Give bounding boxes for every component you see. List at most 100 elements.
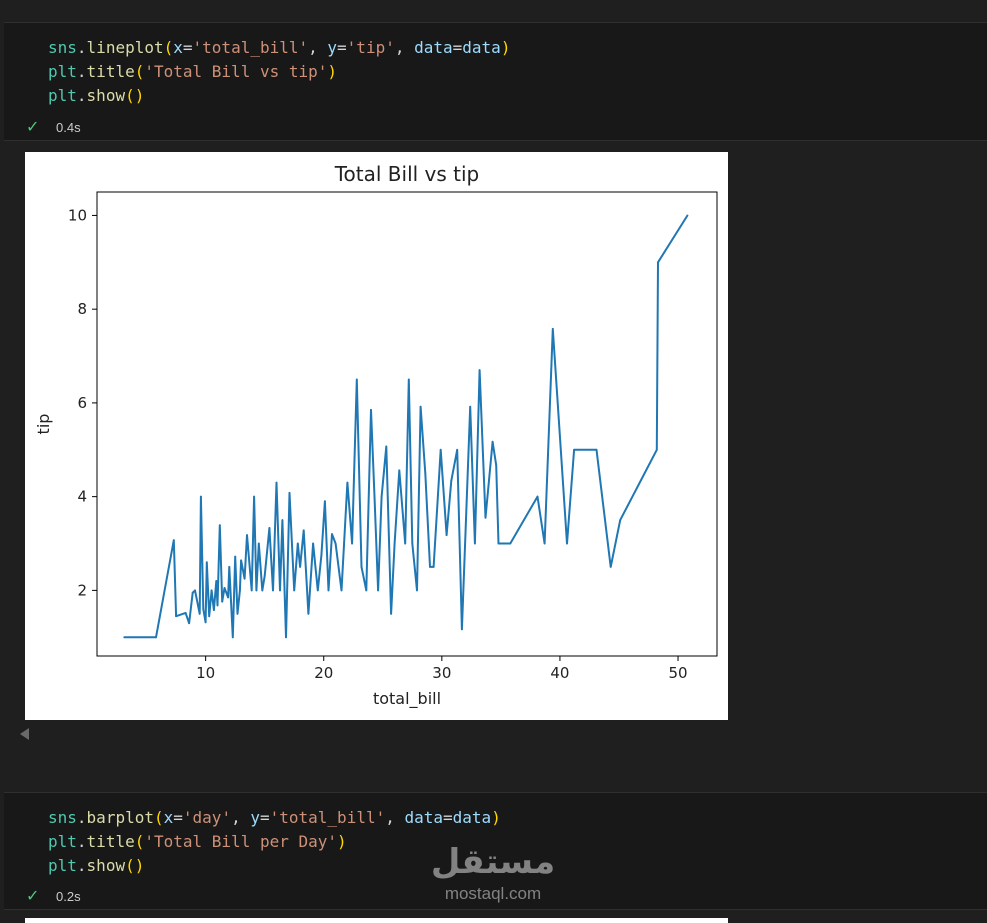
- execution-time: 0.2s: [56, 888, 81, 904]
- code-token: .: [76, 62, 87, 81]
- y-tick-label: 6: [77, 394, 87, 412]
- data-point: [234, 555, 237, 558]
- code-token: title: [86, 832, 135, 851]
- data-point: [331, 533, 333, 535]
- chart-title: Total Bill vs tip: [334, 162, 480, 186]
- data-point: [243, 577, 246, 580]
- code-token: .: [76, 856, 87, 875]
- code-line[interactable]: plt.show(): [48, 84, 144, 108]
- code-token: x: [173, 38, 183, 57]
- scroll-left-arrow-icon[interactable]: [20, 728, 29, 740]
- data-point: [293, 589, 296, 592]
- code-token: sns: [48, 38, 77, 57]
- data-point: [416, 589, 418, 592]
- data-point: [469, 405, 472, 408]
- code-token: y: [327, 38, 338, 57]
- watermark-logo: مستقل mostaql.com: [428, 840, 558, 906]
- code-token: (): [125, 86, 145, 105]
- data-point: [439, 448, 442, 451]
- data-point: [275, 481, 278, 484]
- data-point: [236, 612, 239, 615]
- line-chart: 10 20 30 40 50 2 4 6 8 10 Total Bill vs tip total_b…: [34, 162, 718, 709]
- data-point: [655, 448, 658, 451]
- code-token: data: [462, 38, 501, 57]
- code-token: (): [125, 856, 145, 875]
- code-line[interactable]: sns.barplot(x='day', y='total_bill', dat…: [48, 806, 501, 830]
- code-token: .: [76, 86, 87, 105]
- data-point: [360, 566, 363, 568]
- x-tick-label: 20: [314, 664, 333, 682]
- data-point: [299, 566, 301, 568]
- data-point: [200, 495, 202, 498]
- data-point: [227, 596, 230, 599]
- watermark-brand: مستقل: [430, 842, 556, 882]
- code-cell-lineplot[interactable]: sns.lineplot(x='total_bill', y='tip', da…: [4, 22, 987, 141]
- code-token: (: [134, 832, 145, 851]
- x-tick-label: 50: [668, 664, 687, 682]
- code-token: plt: [48, 856, 77, 875]
- code-line[interactable]: sns.lineplot(x='total_bill', y='tip', da…: [48, 36, 510, 60]
- data-point: [543, 542, 546, 545]
- data-point: [281, 519, 284, 521]
- data-point: [365, 589, 368, 592]
- code-token: .: [76, 38, 87, 57]
- code-token: ,: [231, 808, 251, 827]
- code-token: plt: [48, 62, 77, 81]
- data-point: [497, 542, 500, 545]
- code-token: barplot: [86, 808, 154, 827]
- data-point: [424, 472, 427, 475]
- data-point: [411, 542, 414, 545]
- code-token: plt: [48, 86, 77, 105]
- plot-frame: [96, 191, 718, 657]
- code-token: sns: [48, 808, 77, 827]
- data-point: [390, 612, 392, 615]
- code-token: (: [153, 808, 164, 827]
- execution-time: 0.4s: [56, 119, 81, 135]
- code-token: data: [404, 808, 444, 827]
- code-line[interactable]: plt.show(): [48, 854, 144, 878]
- code-token: (: [163, 38, 174, 57]
- data-point: [155, 636, 157, 639]
- code-line[interactable]: plt.title('Total Bill vs tip'): [48, 60, 337, 84]
- data-point: [172, 539, 175, 542]
- code-token: show: [86, 86, 126, 105]
- data-point: [205, 561, 208, 564]
- code-line[interactable]: plt.title('Total Bill per Day'): [48, 830, 347, 854]
- code-cell-barplot[interactable]: sns.barplot(x='day', y='total_bill', dat…: [4, 792, 987, 910]
- code-token: ,: [394, 38, 415, 57]
- code-token: y: [250, 808, 260, 827]
- code-token: show: [86, 856, 126, 875]
- check-icon: ✓: [26, 119, 40, 136]
- y-tick-label: 8: [77, 300, 87, 318]
- data-point: [385, 445, 388, 448]
- code-token: .: [76, 832, 87, 851]
- data-point: [221, 600, 224, 603]
- data-point: [198, 612, 201, 615]
- x-tick-label: 40: [550, 664, 569, 682]
- x-axis-label: total_bill: [373, 689, 441, 709]
- data-point: [573, 448, 575, 451]
- data-point: [210, 589, 213, 592]
- data-point: [346, 481, 349, 484]
- data-point: [239, 589, 241, 592]
- data-point: [288, 492, 291, 494]
- data-point: [194, 589, 196, 592]
- data-point: [320, 554, 323, 557]
- data-point: [461, 628, 463, 631]
- series-line: [124, 214, 689, 639]
- data-point: [250, 589, 253, 592]
- data-point: [619, 519, 622, 521]
- data-point: [263, 575, 266, 577]
- data-point: [188, 622, 191, 625]
- data-point: [231, 636, 234, 639]
- data-point: [340, 589, 343, 592]
- code-token: 'total_bill': [269, 808, 386, 827]
- data-point: [595, 448, 598, 451]
- data-point: [657, 261, 659, 264]
- code-token: ): [500, 38, 511, 57]
- data-point: [175, 615, 178, 618]
- watermark-domain: mostaql.com: [444, 884, 542, 903]
- data-point: [551, 328, 554, 330]
- data-point: [495, 464, 498, 467]
- x-tick-label: 10: [196, 664, 215, 682]
